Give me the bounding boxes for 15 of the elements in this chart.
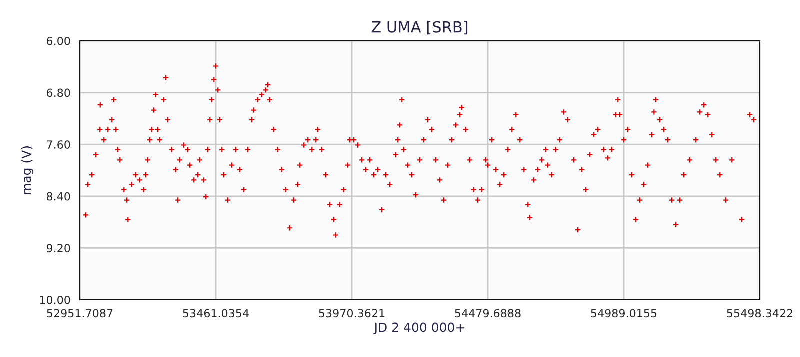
x-tick-label: 53970.3621 [319, 309, 385, 318]
x-tick-label: 54479.6888 [455, 309, 521, 318]
y-tick-label: 7.60 [47, 140, 70, 149]
x-tick-label: 55498.3422 [727, 309, 792, 318]
y-tick-label: 6.80 [47, 88, 70, 98]
y-tick-label: 10.00 [40, 296, 70, 304]
chart-title: Z UMA [SRB] [372, 21, 468, 35]
x-tick-label: 54989.0155 [591, 309, 657, 318]
x-tick-label: 52951.7087 [47, 309, 113, 318]
x-axis-title: JD 2 400 000+ [374, 322, 464, 335]
y-tick-label: 9.20 [46, 244, 70, 253]
y-tick-label: 8.40 [46, 192, 70, 201]
y-tick-label: 6.00 [47, 36, 70, 46]
y-axis-title: mag (V) [22, 146, 34, 194]
x-tick-label: 53461.0354 [183, 309, 249, 318]
